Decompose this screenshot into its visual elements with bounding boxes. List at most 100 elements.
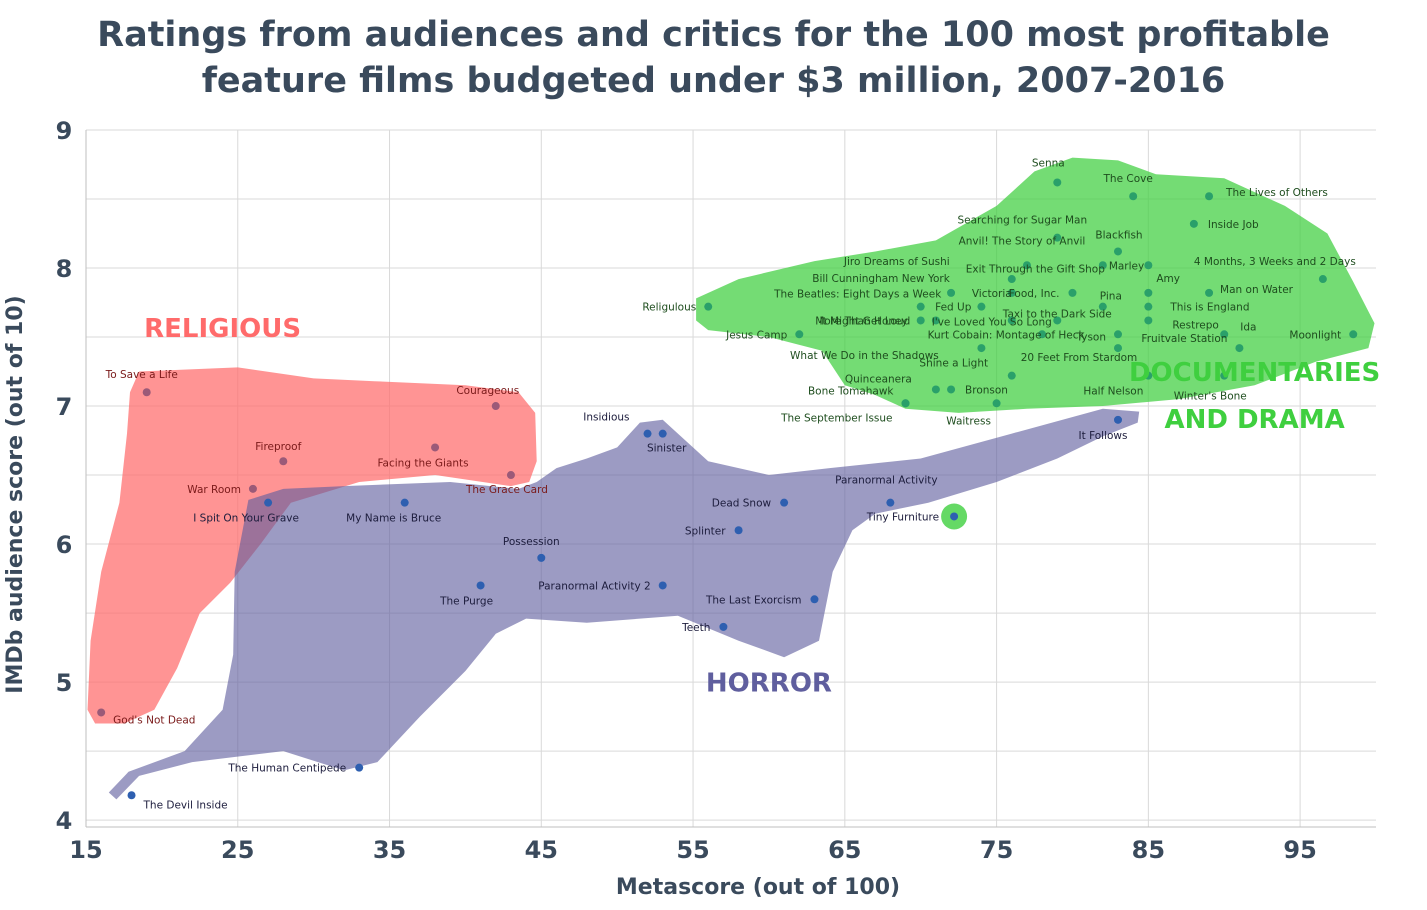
point-documentary xyxy=(1114,247,1122,256)
point-documentary xyxy=(1098,261,1107,270)
point-religious xyxy=(248,484,257,493)
point-label: The Cove xyxy=(1103,173,1153,185)
point-label: The Human Centipede xyxy=(227,763,346,775)
point-label: Sinister xyxy=(647,443,687,455)
x-tick-label: 85 xyxy=(1132,836,1165,864)
point-label: Jiro Dreams of Sushi xyxy=(843,256,950,268)
point-label: Paranormal Activity xyxy=(835,475,937,487)
point-documentary xyxy=(1114,344,1122,353)
point-label: Shine a Light xyxy=(919,358,988,370)
y-tick-label: 8 xyxy=(56,255,73,283)
point-label: Kurt Cobain: Montage of Heck xyxy=(928,329,1086,341)
point-label: It Might Get Loud xyxy=(819,315,910,327)
point-label: Man on Water xyxy=(1220,284,1294,296)
point-label: Insidious xyxy=(583,412,629,424)
point-label: I Spit On Your Grave xyxy=(193,513,299,525)
point-documentary xyxy=(1098,302,1107,311)
point-label: Victoria xyxy=(972,288,1012,300)
x-tick-label: 25 xyxy=(221,836,254,864)
point-documentary xyxy=(947,288,956,297)
point-label: Religulous xyxy=(642,302,696,314)
point-label: Bronson xyxy=(965,384,1008,396)
group-labels: RELIGIOUS HORROR DOCUMENTARIES AND DRAMA xyxy=(144,314,1380,699)
point-label: God's Not Dead xyxy=(113,714,195,726)
group-label: HORROR xyxy=(706,669,832,699)
point-label: Facing the Giants xyxy=(377,457,468,469)
group-label: DOCUMENTARIES xyxy=(1129,358,1380,388)
point-horror xyxy=(780,498,789,507)
point-horror xyxy=(643,429,652,438)
y-tick-label: 7 xyxy=(56,393,73,421)
point-label: To Save a Life xyxy=(105,369,178,381)
point-documentary xyxy=(977,344,986,353)
point-horror xyxy=(950,512,959,521)
x-tick-label: 35 xyxy=(373,836,406,864)
point-documentary xyxy=(931,316,940,325)
point-label: It Follows xyxy=(1079,430,1128,442)
point-label: Courageous xyxy=(456,385,519,397)
y-tick-label: 5 xyxy=(56,669,73,697)
point-documentary xyxy=(947,385,956,394)
point-label: Winter's Bone xyxy=(1174,391,1247,403)
data-points: To Save a Life Courageous Fireproof Facing … xyxy=(97,157,1358,811)
point-label: Possession xyxy=(503,536,560,548)
group-label: RELIGIOUS xyxy=(144,314,301,344)
documentary-region xyxy=(696,157,1375,413)
point-label: The Beatles: Eight Days a Week xyxy=(773,289,942,301)
group-regions xyxy=(87,157,1375,800)
point-label: Ida xyxy=(1240,321,1256,333)
y-axis-label: IMDb audience score (out of 10) xyxy=(3,295,28,693)
religious-region xyxy=(87,367,537,724)
point-label: The Grace Card xyxy=(465,484,548,496)
point-label: Bill Cunningham New York xyxy=(812,273,950,285)
point-horror xyxy=(537,553,546,562)
point-label: Fed Up xyxy=(935,302,972,314)
point-documentary xyxy=(1053,233,1062,242)
point-label: Jesus Camp xyxy=(725,329,787,341)
point-label: 20 Feet From Stardom xyxy=(1021,352,1138,364)
point-label: War Room xyxy=(187,484,241,496)
point-documentary xyxy=(1144,371,1153,380)
point-horror xyxy=(355,763,364,772)
point-documentary xyxy=(1144,316,1153,325)
point-label: This is England xyxy=(1169,302,1249,314)
point-horror xyxy=(658,429,667,438)
point-label: Fruitvale Station xyxy=(1141,333,1227,345)
point-documentary xyxy=(1205,192,1214,201)
point-label: Exit Through the Gift Shop xyxy=(966,263,1105,275)
point-documentary xyxy=(901,399,910,408)
point-label: The Last Exorcism xyxy=(705,594,802,606)
point-horror xyxy=(476,581,485,590)
point-documentary xyxy=(1007,371,1016,380)
point-horror xyxy=(886,498,895,507)
point-documentary xyxy=(1053,316,1062,325)
x-tick-label: 45 xyxy=(525,836,558,864)
horror-region xyxy=(108,408,1140,800)
point-documentary xyxy=(1205,288,1214,297)
point-horror xyxy=(658,581,667,590)
point-label: Restrepo xyxy=(1172,319,1219,331)
point-documentary xyxy=(1220,371,1229,380)
x-tick-label: 65 xyxy=(828,836,861,864)
point-label: Searching for Sugar Man xyxy=(957,215,1087,227)
point-documentary xyxy=(1349,330,1358,339)
point-documentary xyxy=(1144,261,1153,270)
point-documentary xyxy=(977,302,986,311)
point-documentary xyxy=(1114,330,1122,339)
point-label: The Lives of Others xyxy=(1225,187,1328,199)
point-label: Tiny Furniture xyxy=(866,511,939,523)
point-documentary xyxy=(1053,178,1062,187)
point-documentary xyxy=(1007,275,1016,284)
x-axis-label: Metascore (out of 100) xyxy=(616,875,900,900)
chart-title-line-2: feature films budgeted under $3 million,… xyxy=(201,61,1226,101)
point-religious xyxy=(506,471,515,480)
point-documentary xyxy=(1007,316,1016,325)
point-label: Paranormal Activity 2 xyxy=(538,580,650,592)
point-documentary xyxy=(1144,288,1153,297)
y-tick-label: 4 xyxy=(56,807,73,835)
chart-title: Ratings from audiences and critics for t… xyxy=(0,12,1427,104)
point-label: Teeth xyxy=(681,622,710,634)
point-label: The Purge xyxy=(439,595,493,607)
point-religious xyxy=(142,388,151,397)
